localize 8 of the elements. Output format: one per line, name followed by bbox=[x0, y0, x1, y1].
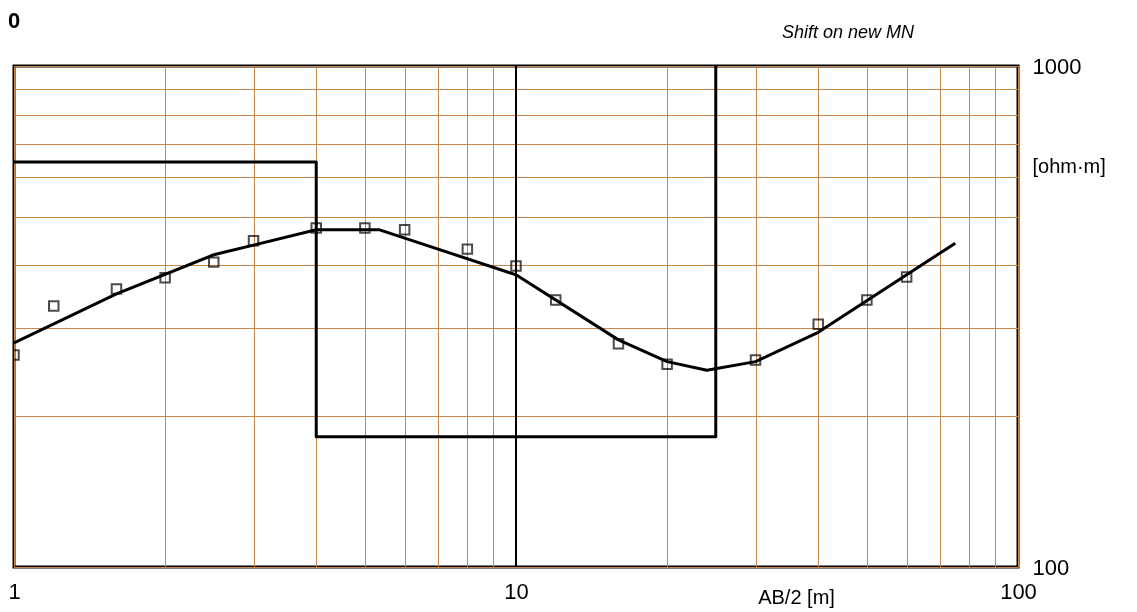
x-tick-label: 1 bbox=[8, 578, 21, 604]
text: Shift on new MN bbox=[781, 22, 915, 42]
x-axis-title: AB/2 [m] bbox=[758, 585, 835, 608]
y-tick-label: 1000 bbox=[1032, 53, 1082, 79]
y-axis-title: [ohm·m] bbox=[1032, 154, 1106, 177]
chart-title: 0 bbox=[8, 8, 21, 33]
x-tick-label: 10 bbox=[504, 578, 529, 604]
x-tick-label: 100 bbox=[1000, 578, 1037, 604]
